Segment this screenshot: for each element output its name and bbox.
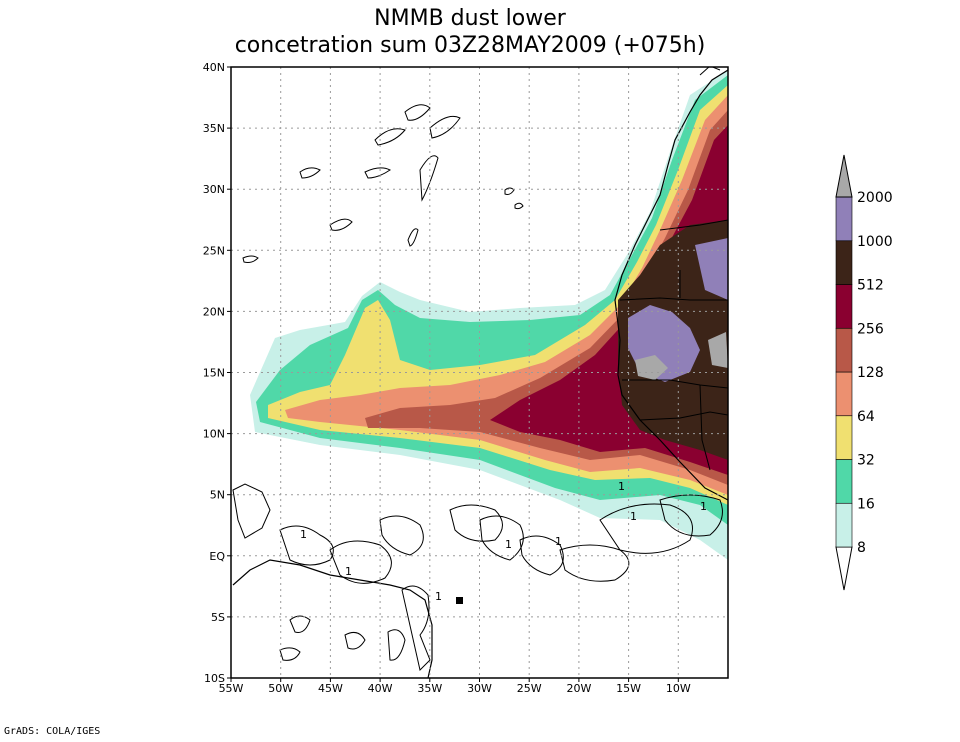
lon-tick-label: 15W [616,682,641,695]
colorbar-swatch [835,284,853,329]
map-title-line1: NMMB dust lower [374,6,566,31]
map-title-line2: concetration sum 03Z28MAY2009 (+075h) [234,33,706,58]
contour-lines [232,67,728,678]
colorbar-level-label: 16 [857,496,875,512]
footer-credit: GrADS: COLA/IGES [4,726,101,737]
lat-tick-label: 15N [203,367,225,380]
lat-tick-label: 30N [203,183,225,196]
lat-tick-label: 20N [203,305,225,318]
colorbar-level-label: 8 [857,540,866,556]
lat-tick-label: 40N [203,61,225,74]
lon-tick-label: 50W [268,682,293,695]
colorbar-swatch [835,502,853,548]
lat-tick-label: 5N [210,489,225,502]
colorbar-level-label: 64 [857,409,875,425]
colorbar-swatch [835,415,853,460]
lon-tick-label: 30W [467,682,492,695]
colorbar-level-label: 1000 [857,234,893,250]
contour-label: 1 [345,565,352,578]
lat-tick-label: 25N [203,244,225,257]
contour-label: 1 [435,590,442,603]
lat-axis: 10S 5S EQ 5N 10N 15N 20N 25N 30N 35N 40N [203,61,231,685]
lon-tick-label: 20W [566,682,591,695]
lon-tick-label: 40W [368,682,393,695]
lat-tick-label: 10N [203,428,225,441]
station-marker [456,597,463,604]
lon-tick-label: 10W [666,682,691,695]
contour-label: 1 [700,500,707,513]
lat-tick-label: 5S [211,611,225,624]
colorbar: 8 16 32 64 128 256 512 1000 2000 [835,154,893,591]
colorbar-level-label: 128 [857,365,884,381]
lon-tick-label: 55W [219,682,244,695]
lat-tick-label: EQ [209,550,225,563]
dust-concentration-field [250,70,728,560]
contour-label: 1 [618,480,625,493]
map-gridlines [231,67,728,678]
lon-axis: 55W 50W 45W 40W 35W 30W 25W 20W 15W 10W [219,678,691,695]
colorbar-swatch [835,327,853,373]
lat-tick-label: 10S [204,672,225,685]
colorbar-level-label: 256 [857,321,884,337]
dust-band-1000b [695,238,728,300]
colorbar-swatch [835,240,853,285]
dust-band-2000 [635,355,668,380]
colorbar-swatch [835,371,853,417]
colorbar-swatch [835,459,853,504]
lon-tick-label: 25W [517,682,542,695]
contour-label: 1 [300,528,307,541]
lon-tick-label: 35W [417,682,442,695]
colorbar-level-label: 32 [857,453,875,469]
colorbar-level-label: 2000 [857,190,893,206]
contour-label: 1 [505,538,512,551]
dust-band-2000b [708,332,728,368]
colorbar-swatch [835,196,853,242]
lat-tick-label: 35N [203,122,225,135]
colorbar-upper-triangle [835,154,853,198]
colorbar-level-label: 512 [857,278,884,294]
contour-label: 1 [555,535,562,548]
contour-label: 1 [630,510,637,523]
contour-labels: 1 1 1 1 1 1 1 1 [300,480,707,603]
lon-tick-label: 45W [318,682,343,695]
colorbar-lower-triangle [835,546,853,591]
